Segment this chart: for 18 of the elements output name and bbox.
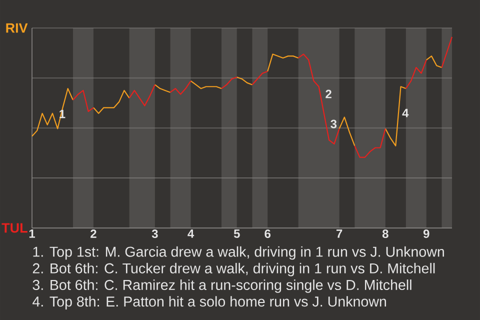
x-tick-label: 1 [29,230,36,238]
x-tick-label: 4 [188,230,194,238]
annotation: 4 [402,108,409,118]
text: 3. Bot 6th: C. Ramirez hit a run-scoring single vs D. Mitchell [32,280,412,293]
text: 2. Bot 6th: C. Tucker drew a walk, driving in 1 run vs D. Mitchell [32,262,435,276]
annotation: 3 [330,120,337,128]
x-tick-label: 7 [336,230,342,238]
text: TUL [2,223,28,233]
x-tick-label: 2 [90,230,96,238]
x-tick-label: 6 [264,230,271,238]
x-tick-label: 5 [234,230,240,238]
text: 4. Top 8th: E. Patton hit a solo home run vs J. Unknown [32,296,386,310]
annotation: 2 [326,90,332,98]
text: RIV [6,23,28,33]
x-tick-label: 8 [382,230,388,238]
text: 1. Top 1st: M. Garcia drew a walk, driving in 1 run vs J. Unknown [33,246,444,260]
x-tick-label: 9 [423,230,430,238]
x-tick-label: 3 [152,230,158,238]
